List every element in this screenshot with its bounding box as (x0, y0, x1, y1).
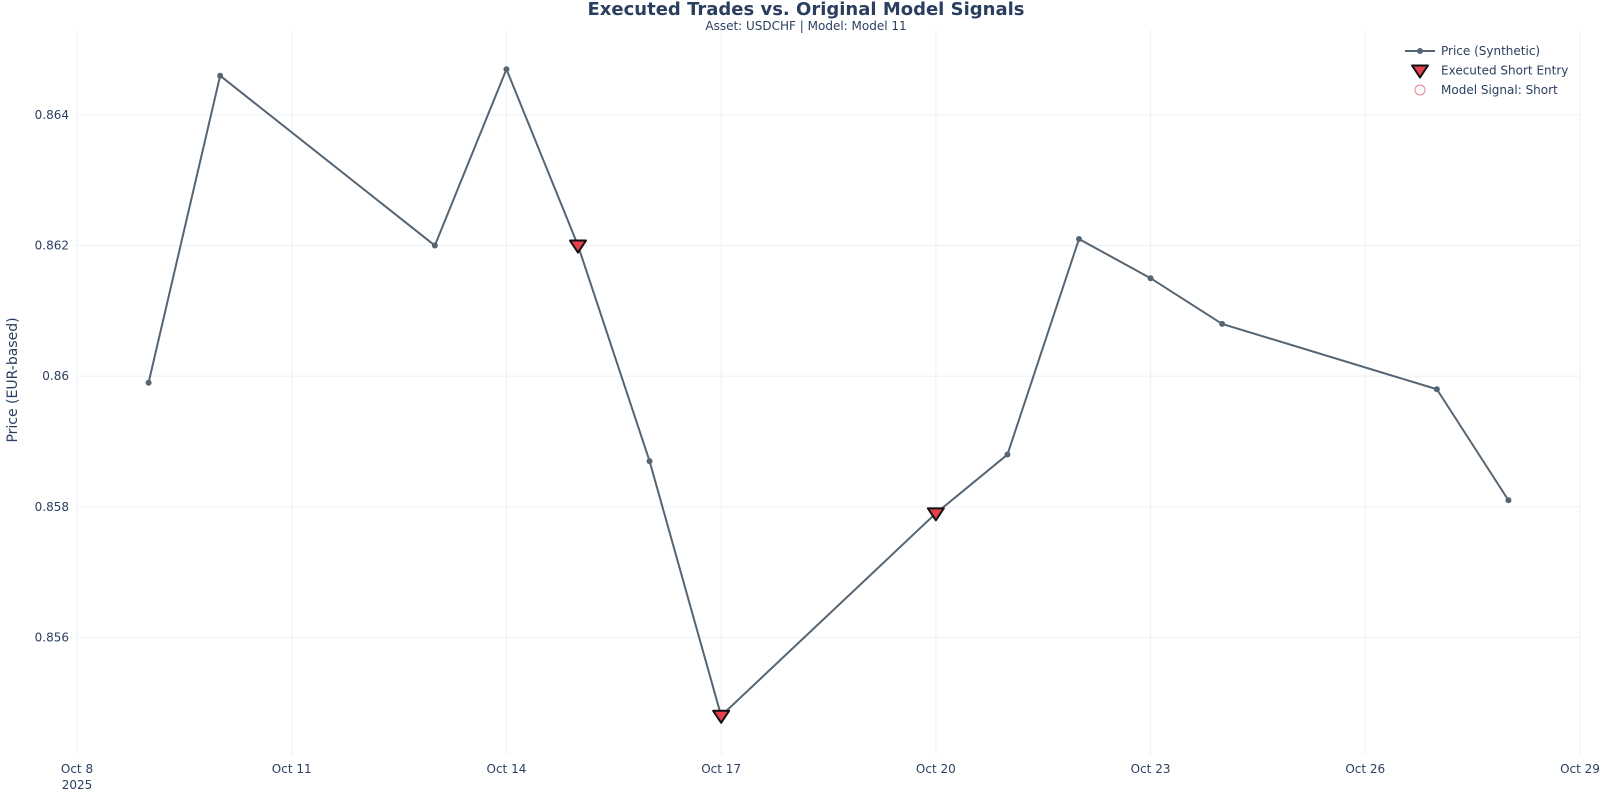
y-tick-label: 0.858 (35, 500, 69, 514)
price-point (431, 242, 438, 249)
x-tick-label: Oct 14 (487, 762, 527, 776)
price-point (1004, 451, 1011, 458)
y-axis-title: Price (EUR-based) (5, 317, 21, 442)
tick-layer: Oct 8 2025 Oct 11 Oct 14 Oct 17 Oct 20 Oct 23 O… (35, 108, 1600, 792)
x-tick-label: Oct 11 (272, 762, 312, 776)
x-tick-label: Oct 29 (1560, 762, 1600, 776)
x-tick-label: Oct 23 (1131, 762, 1171, 776)
price-point (1219, 320, 1226, 327)
price-point (1076, 236, 1082, 243)
price-point (217, 72, 224, 79)
price-point (1147, 275, 1154, 282)
chart-subtitle: Asset: USDCHF | Model: Model 11 (705, 19, 906, 33)
legend-circle-symbol (1414, 84, 1426, 96)
price-point (145, 379, 152, 386)
x-tick-label: Oct 8 (61, 762, 93, 776)
legend-dot-symbol (1417, 48, 1423, 54)
price-point (1433, 386, 1440, 393)
chart-title: Executed Trades vs. Original Model Signa… (588, 0, 1025, 20)
short-entry-marker (712, 709, 731, 724)
legend[interactable]: Price (Synthetic) Executed Short Entry Mod… (1405, 44, 1568, 97)
y-tick-label: 0.864 (35, 108, 69, 122)
price-point (646, 458, 653, 465)
price-point (503, 66, 510, 73)
y-tick-label: 0.856 (35, 630, 69, 644)
short-entry-marker (569, 239, 587, 254)
legend-label: Executed Short Entry (1441, 64, 1568, 78)
legend-item[interactable]: Model Signal: Short (1414, 83, 1558, 97)
legend-item[interactable]: Executed Short Entry (1411, 64, 1568, 79)
short-entry-marker (926, 507, 945, 522)
legend-triangle-symbol (1411, 64, 1429, 79)
legend-label: Model Signal: Short (1441, 83, 1558, 97)
x-tick-label: Oct 20 (916, 762, 956, 776)
x-tick-label: Oct 26 (1345, 762, 1385, 776)
price-point (1505, 497, 1512, 504)
price-line (147, 68, 1510, 717)
legend-item[interactable]: Price (Synthetic) (1405, 44, 1540, 58)
x-tick-label: Oct 17 (701, 762, 741, 776)
series-layer (145, 66, 1512, 724)
y-tick-label: 0.86 (42, 369, 69, 383)
y-tick-label: 0.862 (35, 239, 69, 253)
x-tick-year-label: 2025 (62, 778, 93, 792)
legend-label: Price (Synthetic) (1441, 44, 1540, 58)
grid-layer (76, 30, 1581, 755)
